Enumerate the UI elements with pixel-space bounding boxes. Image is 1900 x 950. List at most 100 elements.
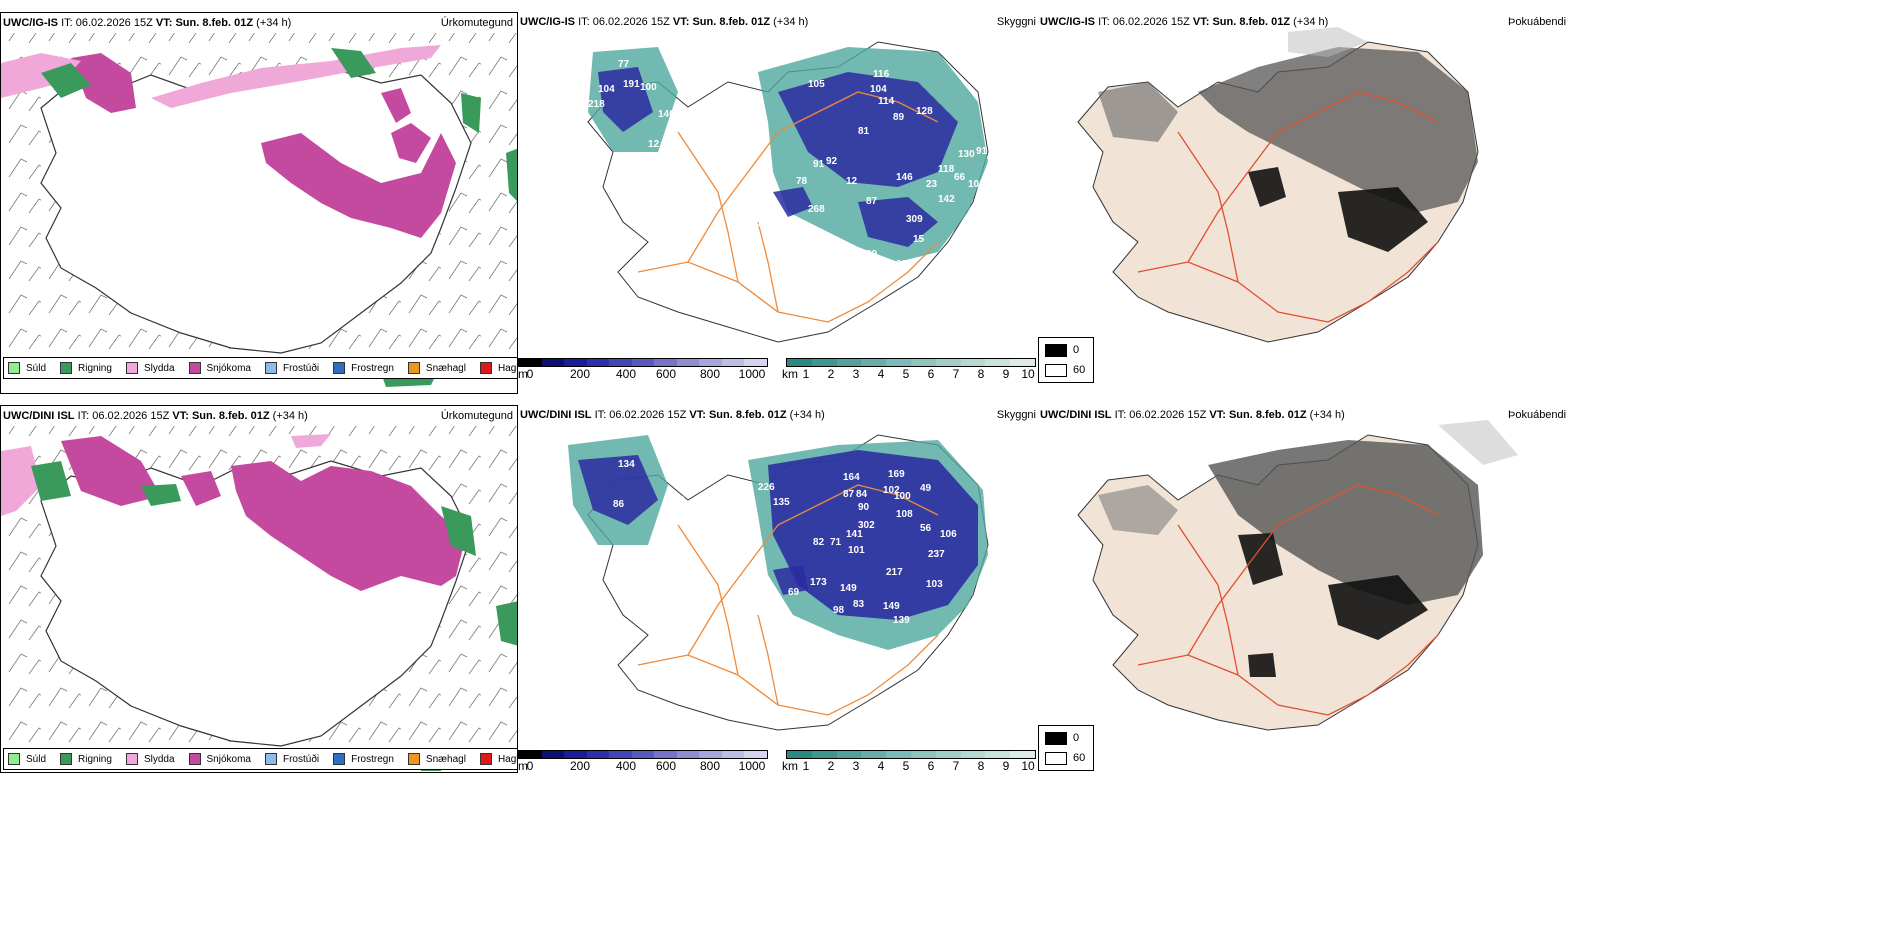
- cloudbase-color-step: [721, 751, 745, 758]
- peak-label: 66: [954, 172, 966, 183]
- tick: 200: [569, 367, 591, 381]
- peak-label: 130: [958, 149, 975, 160]
- fog-swatch-light: [1045, 752, 1067, 765]
- rain-area: [506, 148, 517, 201]
- peak-label: 12: [648, 139, 660, 150]
- visibility-color-step: [886, 751, 911, 758]
- visibility-color-step: [861, 751, 887, 758]
- snow-area: [261, 133, 456, 238]
- peak-label: 95: [658, 525, 670, 536]
- rain-area: [461, 93, 481, 133]
- peak-label: 81: [858, 126, 870, 137]
- peak-label: 134: [618, 459, 635, 470]
- sleet-swatch: [125, 753, 138, 765]
- visibility-color-step: [811, 751, 837, 758]
- visibility-strip: [786, 358, 1036, 367]
- peak-label: 91: [976, 146, 988, 157]
- road-network: [637, 91, 939, 323]
- drizzle-swatch: [8, 753, 20, 765]
- rain-area: [331, 48, 376, 78]
- tick: 2: [827, 759, 835, 773]
- tick: 800: [699, 759, 721, 773]
- visibility-strip: [786, 750, 1036, 759]
- peak-label: 87: [843, 489, 855, 500]
- peak-label: 268: [808, 204, 825, 215]
- cloudbase-unit: m: [518, 759, 528, 773]
- low-cloud-area: [598, 67, 653, 132]
- peak-label: 92: [826, 156, 838, 167]
- peak-label: 105: [808, 79, 825, 90]
- fog-swatch-light: [1045, 364, 1067, 377]
- peak-label: 22: [896, 259, 908, 270]
- panel-title: Úrkomutegund: [440, 410, 513, 422]
- tick: 400: [615, 759, 637, 773]
- fog-panel-row2: 0 60 UWC/DINI ISL IT: 06.02.2026 15Z VT:…: [1038, 405, 1900, 773]
- visibility-color-step: [935, 751, 961, 758]
- legend-item-snow: Snjókoma: [188, 362, 251, 374]
- peak-label: 302: [858, 520, 875, 531]
- peak-label: 89: [733, 592, 745, 603]
- snow-swatch: [188, 753, 201, 765]
- cloudbase-color-step: [609, 751, 632, 758]
- peak-label: 83: [773, 229, 785, 240]
- fog-area: [1208, 440, 1483, 605]
- peak-label: 80: [758, 219, 770, 230]
- peak-label: 142: [938, 194, 955, 205]
- low-cloud-area: [773, 187, 813, 217]
- fog-area: [1238, 533, 1283, 585]
- peak-label: 89: [893, 112, 905, 123]
- fog-low-label: 0: [1073, 344, 1080, 356]
- peak-label: 108: [896, 509, 913, 520]
- cloudbase-color-step: [519, 751, 542, 758]
- tick: 1: [802, 759, 810, 773]
- freezing-drizzle-swatch: [264, 753, 277, 765]
- fog-map: [1077, 420, 1518, 731]
- freezing-rain-swatch: [333, 362, 346, 374]
- snow-swatch: [188, 362, 201, 374]
- visibility-color-step: [836, 751, 862, 758]
- tick: 0: [526, 759, 534, 773]
- peak-label: 128: [916, 106, 933, 117]
- tick: 7: [952, 367, 960, 381]
- peak-label: 98: [833, 605, 845, 616]
- legend-item-rain: Rigning: [60, 362, 112, 374]
- cloudbase-color-step: [654, 359, 677, 366]
- peak-label: 87: [866, 196, 878, 207]
- cloudbase-ticks: m 0 200 400 600 800 1000: [518, 759, 768, 773]
- peak-label: 173: [810, 577, 827, 588]
- cloudbase-unit: m: [518, 367, 528, 381]
- visibility-color-step: [910, 751, 936, 758]
- precip-map: [1, 426, 517, 771]
- panel-header: UWC/DINI ISL IT: 06.02.2026 15Z VT: Sun.…: [3, 410, 308, 422]
- peak-label: 101: [848, 545, 865, 556]
- cloudbase-color-step: [721, 359, 745, 366]
- rain-area: [496, 601, 517, 646]
- visibility-color-step: [787, 751, 812, 758]
- tick: 4: [877, 367, 885, 381]
- fog-area: [1248, 167, 1286, 207]
- precip-panel-row1: UWC/IG-IS IT: 06.02.2026 15Z VT: Sun. 8.…: [0, 12, 518, 394]
- peak-label: 149: [840, 583, 857, 594]
- peak-label: 139: [893, 615, 910, 626]
- tick: 5: [902, 367, 910, 381]
- visibility-unit: km: [782, 367, 798, 381]
- peak-label: 77: [618, 59, 630, 70]
- cloudbase-color-step: [654, 751, 677, 758]
- peak-label: 71: [830, 537, 842, 548]
- cloudbase-color-step: [519, 359, 542, 366]
- hail-swatch: [479, 753, 492, 765]
- cloudbase-colorbar: m 0 200 400 600 800 1000: [518, 358, 768, 381]
- rain-area: [41, 63, 91, 98]
- fog-area: [1198, 47, 1478, 212]
- peak-label: 146: [658, 109, 675, 120]
- peak-label: 218: [588, 99, 605, 110]
- tick: 6: [927, 367, 935, 381]
- rain-area: [141, 484, 181, 506]
- fog-area: [1288, 27, 1368, 57]
- panel-header: UWC/IG-IS IT: 06.02.2026 15Z VT: Sun. 8.…: [1040, 16, 1329, 28]
- tick: 1000: [738, 367, 766, 381]
- panel-title: Þokuábendi: [1508, 16, 1567, 28]
- fog-legend: 0 60: [1038, 337, 1094, 383]
- peak-label: 104: [870, 84, 887, 95]
- rain-swatch: [60, 753, 73, 765]
